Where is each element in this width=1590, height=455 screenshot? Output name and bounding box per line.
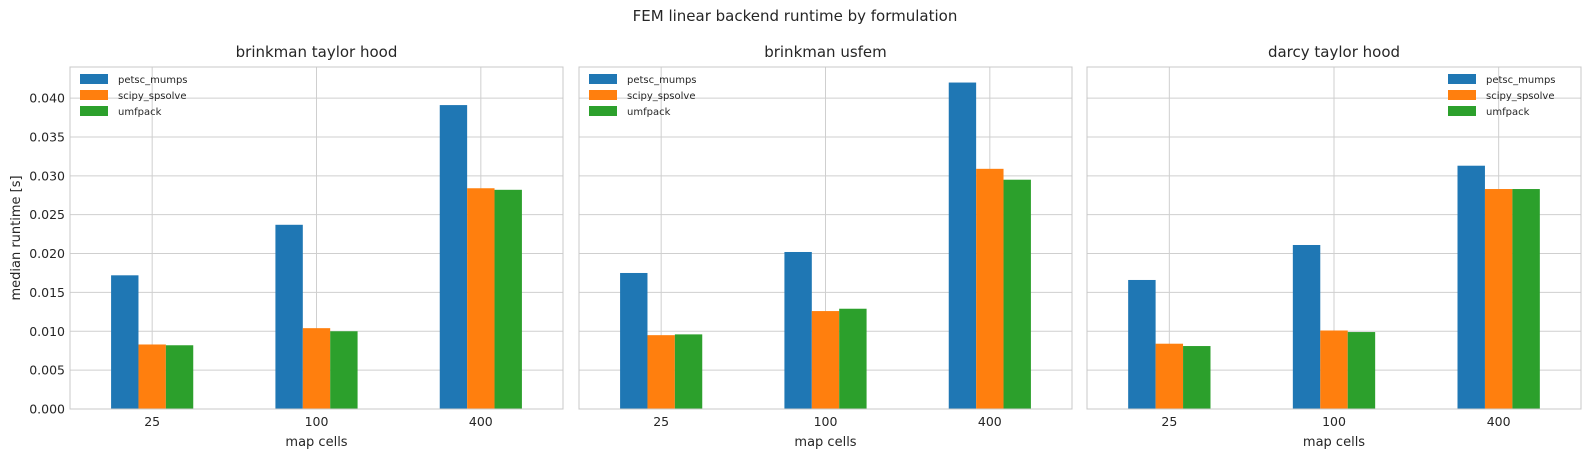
y-tick-label: 0.000 bbox=[29, 402, 65, 417]
bar-scipy_spsolve-25 bbox=[1155, 343, 1184, 409]
bar-petsc_mumps-400 bbox=[948, 82, 977, 409]
plot-frame bbox=[578, 66, 1073, 410]
legend-swatch-scipy_spsolve bbox=[1448, 90, 1476, 100]
bar-petsc_mumps-400 bbox=[439, 105, 468, 409]
legend-swatch-umfpack bbox=[589, 106, 617, 116]
bar-umfpack-100 bbox=[839, 308, 867, 409]
legend-swatch-scipy_spsolve bbox=[589, 90, 617, 100]
figure-title: FEM linear backend runtime by formulatio… bbox=[633, 7, 958, 25]
legend-label-petsc_mumps: petsc_mumps bbox=[118, 75, 188, 86]
x-tick-label: 400 bbox=[469, 414, 493, 429]
legend-label-petsc_mumps: petsc_mumps bbox=[627, 75, 697, 86]
x-tick-label: 100 bbox=[814, 414, 838, 429]
legend-swatch-petsc_mumps bbox=[80, 74, 108, 84]
bar-petsc_mumps-25 bbox=[1128, 279, 1156, 409]
bar-umfpack-25 bbox=[1183, 346, 1211, 409]
x-tick-label: 400 bbox=[978, 414, 1002, 429]
legend-label-petsc_mumps: petsc_mumps bbox=[1486, 75, 1556, 86]
chart-panel-3: darcy taylor hood 25 100 400 map cells petsc_… bbox=[1086, 43, 1582, 450]
bar-petsc_mumps-25 bbox=[620, 272, 648, 409]
plot-frame bbox=[69, 66, 564, 410]
bar-scipy_spsolve-400 bbox=[1484, 189, 1513, 409]
bar-scipy_spsolve-25 bbox=[647, 335, 675, 409]
bar-scipy_spsolve-400 bbox=[467, 188, 495, 409]
y-axis-label: median runtime [s] bbox=[9, 175, 24, 300]
legend-label-scipy_spsolve: scipy_spsolve bbox=[118, 91, 187, 102]
legend-label-scipy_spsolve: scipy_spsolve bbox=[1486, 91, 1555, 102]
x-tick-label: 100 bbox=[305, 414, 329, 429]
bar-umfpack-25 bbox=[674, 334, 703, 409]
chart-panel-1: brinkman taylor hood 25 100 400 map cells 0.0… bbox=[9, 43, 564, 450]
x-tick-label: 25 bbox=[653, 414, 669, 429]
bar-umfpack-25 bbox=[165, 345, 194, 409]
y-tick-label: 0.015 bbox=[29, 285, 65, 300]
bar-scipy_spsolve-400 bbox=[976, 168, 1004, 409]
bar-petsc_mumps-100 bbox=[784, 251, 812, 409]
chart-panel-2: brinkman usfem 25 100 400 map cells petsc_mum… bbox=[578, 43, 1073, 450]
x-axis-label: map cells bbox=[285, 435, 347, 450]
y-tick-label: 0.040 bbox=[29, 91, 65, 106]
bar-umfpack-400 bbox=[1512, 189, 1540, 409]
panel-title: brinkman taylor hood bbox=[236, 43, 398, 61]
bar-scipy_spsolve-100 bbox=[811, 311, 840, 409]
legend-label-umfpack: umfpack bbox=[627, 107, 671, 118]
x-axis-label: map cells bbox=[794, 435, 856, 450]
y-tick-label: 0.030 bbox=[29, 168, 65, 183]
legend-swatch-petsc_mumps bbox=[589, 74, 617, 84]
y-tick-label: 0.005 bbox=[29, 363, 65, 378]
x-tick-label: 25 bbox=[144, 414, 160, 429]
panel-title: darcy taylor hood bbox=[1268, 43, 1400, 61]
bar-petsc_mumps-100 bbox=[275, 224, 303, 409]
legend-swatch-umfpack bbox=[80, 106, 108, 116]
y-tick-label: 0.035 bbox=[29, 129, 65, 144]
bar-scipy_spsolve-25 bbox=[138, 344, 166, 409]
x-tick-label: 400 bbox=[1487, 414, 1511, 429]
bar-umfpack-400 bbox=[1003, 179, 1031, 409]
x-axis-label: map cells bbox=[1303, 435, 1365, 450]
bar-umfpack-400 bbox=[494, 189, 522, 409]
legend-label-umfpack: umfpack bbox=[1486, 107, 1530, 118]
y-tick-label: 0.010 bbox=[29, 324, 65, 339]
panel-title: brinkman usfem bbox=[764, 43, 887, 61]
x-tick-label: 100 bbox=[1322, 414, 1346, 429]
legend-label-scipy_spsolve: scipy_spsolve bbox=[627, 91, 696, 102]
bar-umfpack-100 bbox=[330, 331, 358, 409]
plot-frame bbox=[1086, 66, 1582, 410]
y-tick-label: 0.020 bbox=[29, 246, 65, 261]
legend-swatch-scipy_spsolve bbox=[80, 90, 108, 100]
legend-swatch-umfpack bbox=[1448, 106, 1476, 116]
bar-petsc_mumps-25 bbox=[111, 275, 139, 409]
bar-scipy_spsolve-100 bbox=[302, 328, 331, 409]
bar-petsc_mumps-400 bbox=[1457, 165, 1485, 409]
bar-petsc_mumps-100 bbox=[1292, 244, 1321, 409]
bar-scipy_spsolve-100 bbox=[1320, 330, 1348, 409]
x-tick-label: 25 bbox=[1161, 414, 1177, 429]
legend-swatch-petsc_mumps bbox=[1448, 74, 1476, 84]
legend-label-umfpack: umfpack bbox=[118, 107, 162, 118]
y-tick-label: 0.025 bbox=[29, 207, 65, 222]
bar-umfpack-100 bbox=[1347, 332, 1376, 409]
